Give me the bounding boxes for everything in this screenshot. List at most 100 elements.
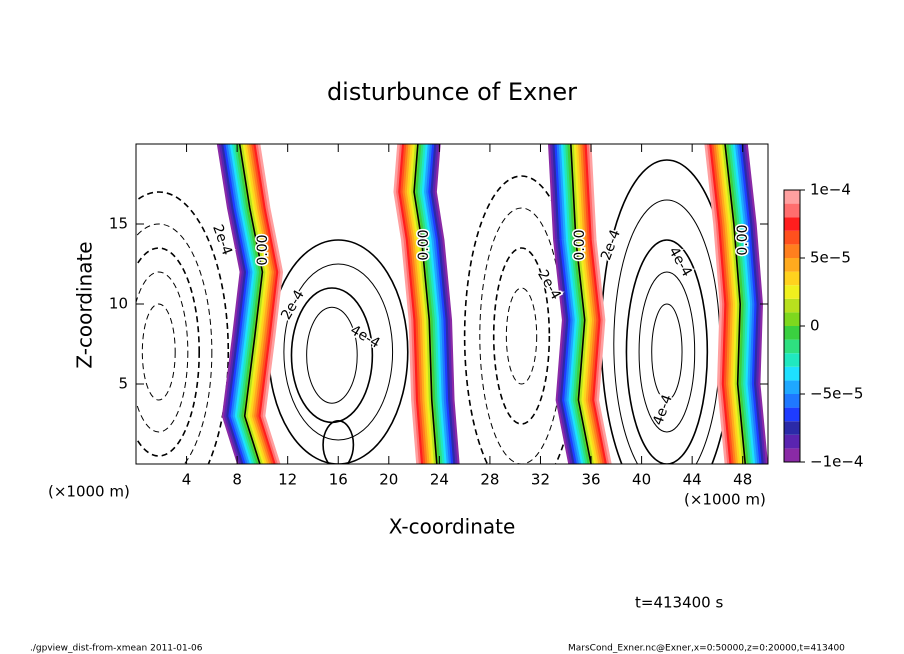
contour-line <box>136 247 200 457</box>
color-band <box>229 144 256 464</box>
color-band <box>423 144 449 464</box>
color-band <box>242 144 269 464</box>
contour-line <box>638 271 696 433</box>
y-axis-label: Z-coordinate <box>73 241 97 368</box>
color-band <box>719 144 743 464</box>
color-band <box>580 144 604 464</box>
contour-label: 2e-4 <box>598 227 624 262</box>
contour-label: 0.00 <box>416 229 432 260</box>
color-band <box>740 144 764 464</box>
x-tick-label: 16 <box>329 471 348 489</box>
zero-contour <box>724 144 747 464</box>
color-band <box>712 144 736 464</box>
contour-line <box>267 239 409 464</box>
color-band <box>743 144 766 464</box>
color-band <box>421 144 447 464</box>
zero-contour <box>238 144 264 464</box>
colorbar-band <box>784 366 800 381</box>
color-band <box>414 144 441 464</box>
color-band <box>732 144 756 464</box>
x-tick-label: 44 <box>683 471 702 489</box>
contour-line <box>479 207 564 464</box>
color-band <box>219 144 245 464</box>
contour-label: 4e-4 <box>347 322 382 352</box>
color-band <box>550 144 573 464</box>
color-band <box>571 144 595 464</box>
color-band <box>257 144 284 464</box>
color-band <box>253 144 279 464</box>
y-unit-label: (×1000 m) <box>48 483 130 501</box>
color-band <box>236 144 262 464</box>
color-band <box>395 144 421 464</box>
color-band <box>408 144 434 464</box>
x-tick-label: 20 <box>379 471 398 489</box>
color-band <box>244 144 271 464</box>
color-band <box>234 144 260 464</box>
x-tick-label: 28 <box>480 471 499 489</box>
color-band <box>402 144 428 464</box>
color-band <box>715 144 738 464</box>
color-band <box>231 144 258 464</box>
footer-left: ./gpview_dist-from-xmean 2011-01-06 <box>30 644 203 654</box>
color-band <box>419 144 445 464</box>
color-band <box>708 144 732 464</box>
colorbar-tick-label: 5e−5 <box>810 249 851 267</box>
color-band <box>736 144 760 464</box>
colorbar-tick-label: 0 <box>810 317 820 335</box>
colorbar-band <box>784 285 800 299</box>
x-tick-label: 4 <box>182 471 192 489</box>
colorbar-band <box>784 203 800 218</box>
x-tick-label: 12 <box>278 471 297 489</box>
zero-contour <box>570 144 592 464</box>
color-band <box>721 144 745 464</box>
contour-label: 0.00 <box>735 224 751 255</box>
colorbar-band <box>784 217 800 231</box>
color-band <box>560 144 584 464</box>
color-band <box>249 144 275 464</box>
color-band <box>717 144 741 464</box>
time-label: t=413400 s <box>635 594 723 612</box>
contour-label: 4e-4 <box>650 392 676 427</box>
color-band <box>427 144 454 464</box>
color-band <box>399 144 426 464</box>
color-band <box>575 144 599 464</box>
color-band <box>417 144 443 464</box>
color-band <box>548 144 571 464</box>
contour-line <box>136 271 189 433</box>
colorbar-band <box>784 258 800 272</box>
x-tick-label: 24 <box>430 471 449 489</box>
color-band <box>586 144 610 464</box>
color-band <box>706 144 730 464</box>
color-band <box>240 144 266 464</box>
color-band <box>552 144 576 464</box>
contour-label: 2e-4 <box>278 287 308 322</box>
contour-line <box>136 191 230 464</box>
color-band <box>728 144 751 464</box>
color-band <box>554 144 578 464</box>
colorbar-band <box>784 230 800 245</box>
contour-line <box>136 223 213 464</box>
colorbar-band <box>784 271 800 286</box>
color-band <box>584 144 608 464</box>
contour-line <box>492 247 551 425</box>
colorbar-band <box>784 394 800 408</box>
colorbar-band <box>784 326 800 340</box>
contour-line <box>651 303 683 401</box>
color-band <box>404 144 430 464</box>
colorbar-tick-label: −1e−4 <box>810 453 863 471</box>
color-band <box>255 144 281 464</box>
colorbar-tick-label: −5e−5 <box>810 385 863 403</box>
contour-line <box>283 263 394 441</box>
colorbar-band <box>784 339 800 354</box>
contour-line <box>625 239 709 464</box>
contour-field <box>136 144 768 464</box>
color-band <box>227 144 253 464</box>
contour-line <box>505 287 538 385</box>
color-band <box>710 144 734 464</box>
y-tick-label: 10 <box>109 295 128 313</box>
color-band <box>425 144 452 464</box>
color-band <box>216 144 243 464</box>
color-band <box>565 144 589 464</box>
x-tick-label: 40 <box>632 471 651 489</box>
